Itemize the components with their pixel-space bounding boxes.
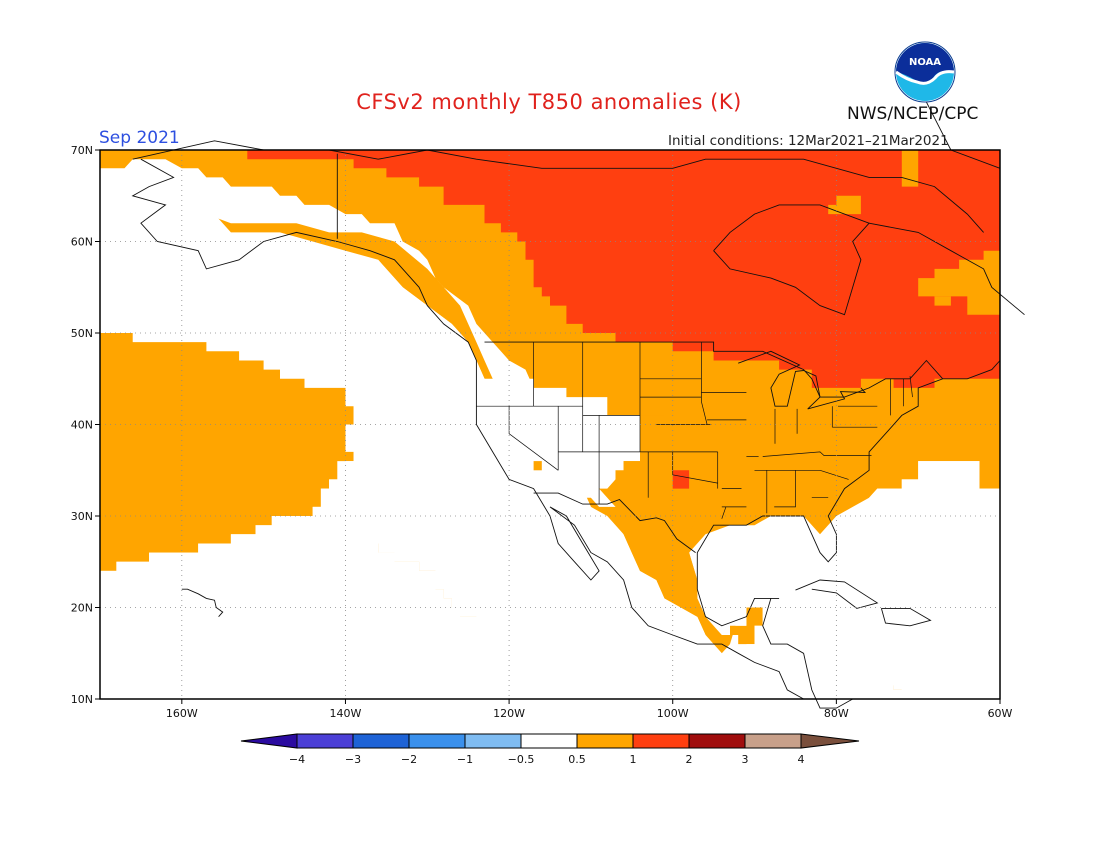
colorbar-label: −4: [289, 753, 305, 766]
initial-conditions: Initial conditions: 12Mar2021–21Mar2021: [668, 133, 949, 149]
lon-label: 120W: [493, 707, 525, 720]
lat-label: 10N: [71, 693, 93, 706]
colorbar-cell: [296, 733, 354, 749]
latitude-labels: 70N 60N 50N 40N 30N 20N 10N: [71, 144, 93, 706]
colorbar-cell: [744, 733, 802, 749]
colorbar-label: −2: [401, 753, 417, 766]
lat-lon-grid: [100, 150, 1000, 699]
colorbar-label: 0.5: [568, 753, 586, 766]
colorbar-arrow-left: [240, 733, 298, 749]
colorbar-label: 3: [742, 753, 749, 766]
colorbar: −4 −3 −2 −1 −0.5 0.5 1 2 3 4: [240, 733, 860, 766]
colorbar-cell: [688, 733, 746, 749]
anomaly-region-1-2: [672, 470, 690, 489]
colorbar-cell: [408, 733, 466, 749]
anomaly-region-0.5-1: [934, 296, 951, 306]
colorbar-cell: [576, 733, 634, 749]
lat-label: 20N: [71, 602, 93, 615]
lon-label: 60W: [988, 707, 1013, 720]
noaa-logo-icon: NOAA: [894, 41, 956, 103]
lon-label: 80W: [824, 707, 849, 720]
anomaly-region-below-0.5: [337, 259, 591, 626]
colorbar-label: 2: [686, 753, 693, 766]
axis-ticks: [95, 149, 1001, 704]
map-title: CFSv2 monthly T850 anomalies (K): [356, 90, 742, 114]
longitude-labels: 160W 140W 120W 100W 80W 60W: [166, 707, 1013, 720]
colorbar-cell: [632, 733, 690, 749]
colorbar-label: −1: [457, 753, 473, 766]
agency-label: NWS/NCEP/CPC: [847, 104, 979, 124]
anomaly-region-0.5-1: [533, 461, 542, 471]
anomaly-region-0.5-1: [599, 406, 706, 617]
lon-label: 100W: [657, 707, 689, 720]
colorbar-cell: [464, 733, 522, 749]
colorbar-label: 4: [798, 753, 805, 766]
colorbar-label: −0.5: [508, 753, 535, 766]
anomaly-region-below-0.5: [100, 159, 616, 507]
anomaly-region-below-0.5: [525, 552, 542, 590]
colorbar-label: −3: [345, 753, 361, 766]
anomaly-fill-layer: [100, 150, 1001, 699]
colorbar-cell: [520, 733, 578, 749]
lat-label: 60N: [71, 236, 93, 249]
anomaly-region-1-2: [181, 150, 1001, 388]
anomaly-region-0.5-1: [100, 333, 354, 571]
forecast-month: Sep 2021: [99, 128, 180, 148]
colorbar-label: 1: [630, 753, 637, 766]
lat-label: 50N: [71, 327, 93, 340]
lat-label: 40N: [71, 419, 93, 432]
lon-label: 160W: [166, 707, 198, 720]
svg-text:NOAA: NOAA: [909, 57, 941, 68]
anomaly-region-below-0.5: [689, 461, 1000, 699]
anomaly-region-below-0.5: [484, 378, 640, 507]
colorbar-cell: [352, 733, 410, 749]
anomaly-region-below-0.5: [100, 479, 837, 699]
anomaly-region-0.5-1: [901, 150, 919, 187]
colorbar-arrow-right: [800, 733, 860, 749]
lat-label: 70N: [71, 144, 93, 157]
anomaly-region-0.5-1: [828, 195, 861, 215]
lon-label: 140W: [330, 707, 362, 720]
lat-label: 30N: [71, 510, 93, 523]
